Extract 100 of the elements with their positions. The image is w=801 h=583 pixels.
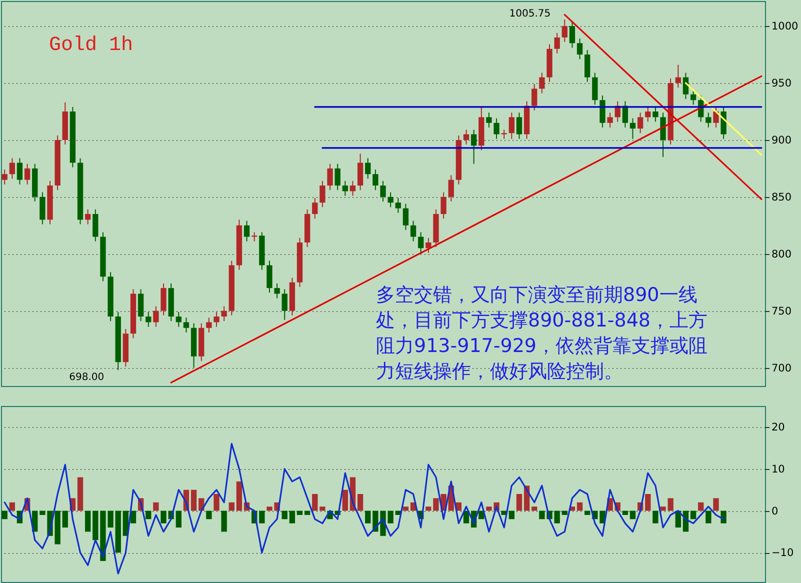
candlestick (600, 95, 606, 128)
candlestick (690, 89, 696, 106)
candlestick (516, 112, 522, 140)
candlestick (463, 129, 470, 146)
candlestick (554, 32, 560, 54)
bar (289, 510, 296, 524)
candlestick (418, 232, 424, 254)
bar (508, 510, 514, 520)
candlestick (660, 112, 666, 158)
bar (320, 506, 326, 511)
candlestick (342, 180, 348, 196)
bar (221, 510, 227, 532)
bar (85, 510, 91, 532)
candlestick (410, 220, 416, 242)
bar (160, 510, 166, 524)
bar (62, 510, 68, 528)
bar (516, 494, 522, 511)
y-tick-label: 900 (772, 134, 792, 146)
y-tick-label: 1000 (772, 20, 798, 33)
candlestick (312, 198, 318, 220)
bar (690, 510, 696, 520)
bar (130, 510, 136, 524)
candlestick (16, 158, 23, 185)
candlestick (637, 112, 644, 134)
bar (402, 506, 409, 511)
candlestick (532, 84, 538, 111)
bar (713, 498, 719, 511)
candlestick (274, 282, 280, 299)
candlestick (682, 72, 689, 100)
candlestick (494, 118, 500, 140)
bar (622, 510, 628, 515)
annotation: 698.00 (69, 372, 104, 384)
candlestick (92, 208, 98, 242)
y-tick-label: 850 (772, 191, 792, 204)
bar (282, 510, 288, 520)
bar (77, 477, 84, 511)
candlestick (652, 106, 658, 122)
candlestick (85, 208, 91, 225)
bar (296, 510, 303, 515)
candlestick (206, 317, 212, 333)
candlestick (720, 106, 726, 140)
candlestick (214, 311, 220, 328)
y-tick-label: 0 (772, 505, 778, 518)
candlestick (153, 306, 159, 328)
candlestick (562, 19, 568, 43)
bar (228, 502, 234, 511)
candlestick (470, 129, 477, 164)
candlestick (395, 198, 401, 214)
candlestick (706, 112, 712, 128)
candlestick (350, 180, 356, 196)
bar (312, 494, 318, 511)
candlestick (501, 129, 507, 140)
bar (576, 502, 583, 511)
bar (176, 510, 182, 528)
candlestick (334, 163, 340, 191)
candlestick (138, 288, 144, 322)
bar (584, 510, 590, 515)
bar (645, 494, 651, 511)
bar (652, 510, 658, 524)
bar (630, 510, 636, 520)
candlestick (713, 106, 719, 128)
candlestick (2, 169, 8, 185)
bar (532, 506, 538, 511)
bar (342, 490, 348, 511)
bar (190, 490, 197, 511)
y-tick-label: 750 (772, 305, 792, 318)
candlestick (244, 220, 250, 242)
bar (426, 506, 432, 511)
candlestick (221, 306, 227, 322)
candlestick (176, 311, 182, 328)
candlestick (365, 158, 371, 180)
candlestick (372, 169, 378, 191)
bar (153, 502, 159, 511)
candlestick (282, 288, 288, 320)
bar (214, 494, 220, 511)
candlestick (160, 282, 166, 316)
candlestick (327, 163, 333, 191)
bar (259, 510, 265, 524)
candlestick (440, 192, 446, 220)
bar (706, 510, 712, 524)
candlestick (320, 180, 326, 208)
candlestick (539, 72, 545, 94)
candlestick (183, 317, 190, 333)
bar (146, 510, 152, 520)
candlestick (402, 203, 409, 230)
y-tick-label: 800 (772, 248, 792, 260)
y-tick-label: 20 (772, 421, 785, 434)
candlestick (569, 21, 576, 48)
bar (720, 510, 726, 524)
candlestick (584, 49, 590, 82)
candlestick (380, 180, 386, 202)
annotation: 1005.75 (509, 8, 551, 20)
candlestick (630, 118, 636, 140)
candlestick (252, 232, 258, 242)
line-series (4, 442, 724, 574)
y-tick-label: 700 (772, 362, 792, 374)
candlestick (40, 192, 46, 225)
candlestick (448, 174, 454, 202)
candlestick (266, 260, 272, 294)
bar (304, 510, 310, 515)
